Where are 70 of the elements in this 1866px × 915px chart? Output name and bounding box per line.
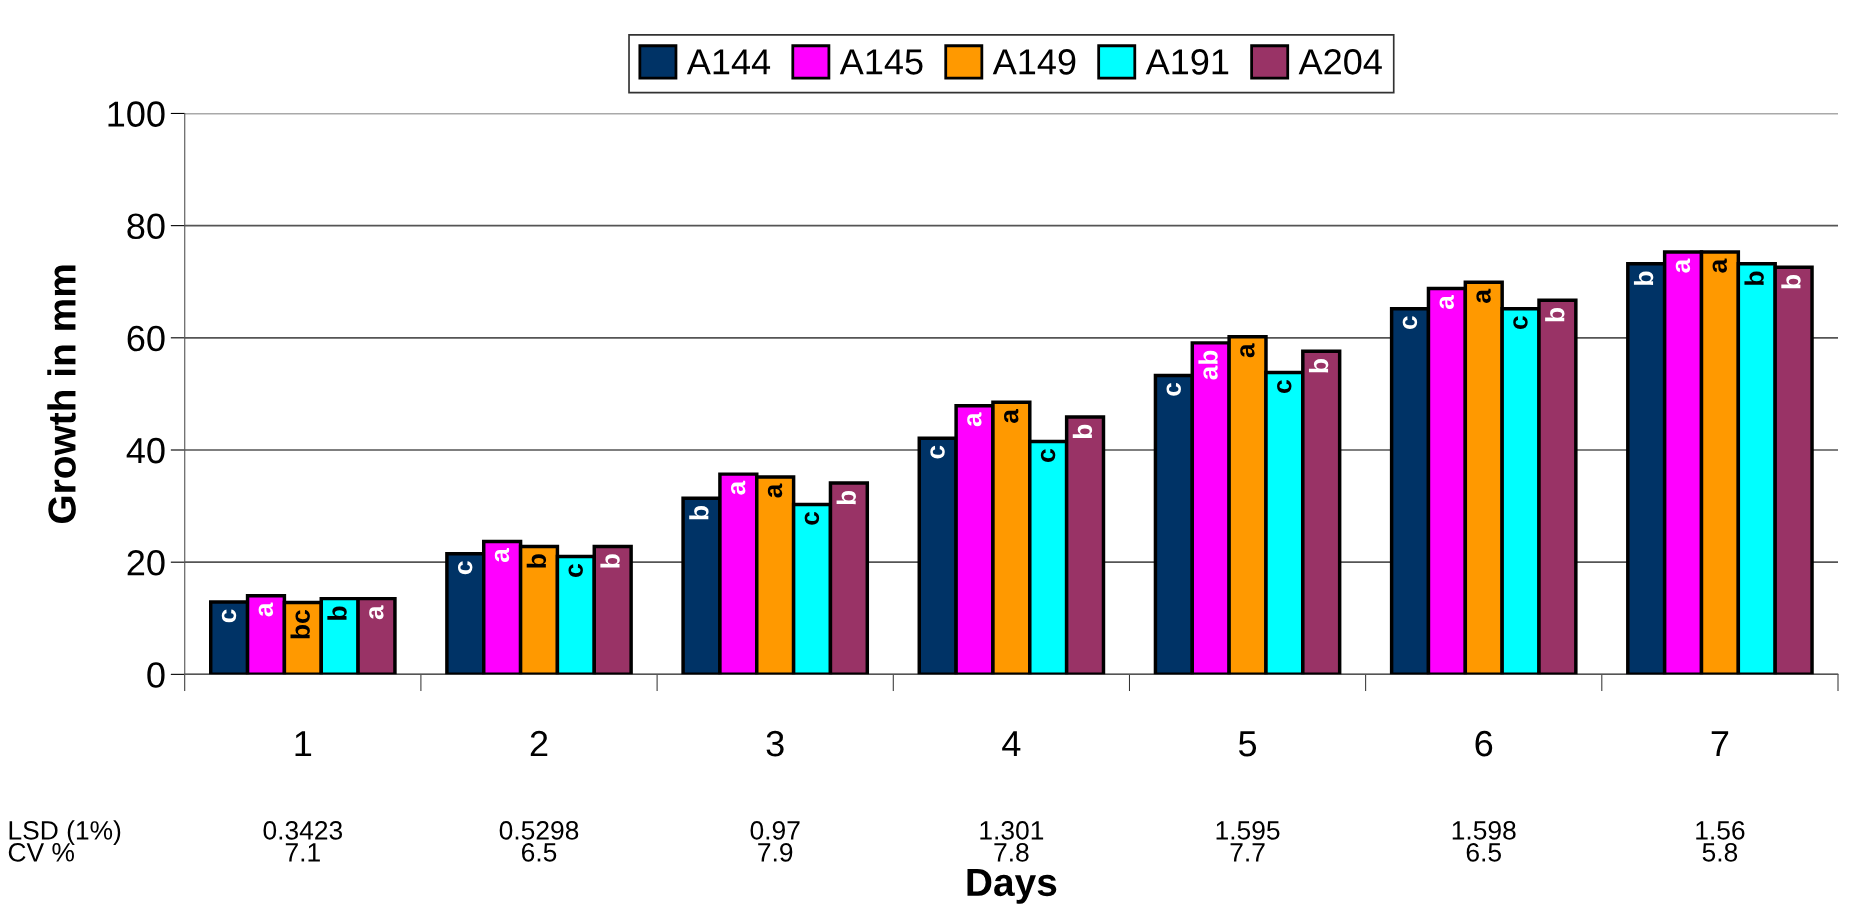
text: 7.7 (1230, 843, 1265, 862)
data-label: a (369, 605, 384, 620)
text: 7.1 (285, 843, 320, 862)
data-label: c (1040, 449, 1056, 462)
legend-label: A149 (992, 49, 1076, 75)
legend-label: A144 (686, 49, 771, 75)
data-label: c (1513, 316, 1528, 330)
x-axis-title: Days (967, 869, 1057, 904)
x-tick-label: 3 (766, 730, 784, 757)
data-label: b (1633, 271, 1654, 285)
data-label: b (1072, 424, 1093, 439)
y-axis-title: Growth in mm (47, 265, 76, 524)
text: 0.5298 (499, 821, 579, 840)
data-label: c (221, 609, 237, 623)
text: 7.8 (994, 843, 1029, 862)
text: 5.8 (1702, 843, 1738, 862)
data-label: a (1476, 288, 1491, 303)
data-label: b (1781, 274, 1801, 289)
legend-label: A145 (839, 49, 923, 75)
data-label: c (568, 564, 583, 577)
y-tick-label: 40 (126, 437, 165, 464)
data-label: a (1004, 408, 1019, 423)
data-label: c (1277, 380, 1292, 393)
data-label: a (767, 483, 783, 498)
data-label: b (600, 554, 620, 568)
data-label: b (1545, 308, 1565, 322)
data-label: a (730, 480, 746, 495)
x-tick-label: 5 (1238, 731, 1257, 757)
y-tick-label: 0 (147, 662, 165, 688)
data-label: b (1308, 359, 1329, 373)
data-label: a (1712, 258, 1727, 273)
text: 1.301 (980, 821, 1044, 840)
text: 1.598 (1452, 821, 1516, 840)
legend-label: A191 (1145, 49, 1229, 75)
data-label: ab (1198, 350, 1218, 380)
text: 6.5 (522, 843, 557, 862)
data-label: c (930, 445, 945, 459)
text: 0.3423 (263, 821, 343, 840)
data-label: b (327, 606, 347, 620)
data-label: b (836, 490, 856, 505)
text: CV % (8, 843, 74, 862)
data-label: b (526, 554, 547, 568)
text: 1.595 (1216, 821, 1280, 840)
data-label: a (494, 547, 510, 563)
y-tick-label: 80 (127, 213, 165, 240)
x-tick-label: 6 (1475, 730, 1493, 757)
data-label: a (1675, 258, 1691, 273)
data-label: c (804, 511, 820, 525)
x-tick-label: 2 (530, 730, 548, 757)
text: 1.56 (1696, 821, 1745, 840)
y-tick-label: 60 (127, 325, 165, 352)
data-label: c (1402, 316, 1418, 330)
legend-label: A204 (1298, 49, 1382, 75)
text: 6.5 (1466, 843, 1501, 862)
x-tick-label: 7 (1711, 731, 1729, 757)
data-label: c (457, 561, 473, 575)
x-tick-label: 1 (295, 731, 312, 757)
data-label: a (967, 412, 982, 427)
x-tick-label: 4 (1002, 731, 1021, 757)
text: 7.9 (758, 843, 793, 862)
data-label: b (1744, 271, 1764, 285)
y-tick-label: 20 (127, 550, 165, 576)
data-label: b (689, 506, 709, 520)
data-label: a (1439, 295, 1454, 310)
data-label: c (1166, 382, 1181, 396)
data-label: a (258, 602, 274, 617)
data-label: a (1240, 343, 1255, 358)
y-tick-label: 100 (108, 101, 165, 127)
data-label: bc (290, 610, 310, 639)
text: 0.97 (750, 821, 800, 840)
